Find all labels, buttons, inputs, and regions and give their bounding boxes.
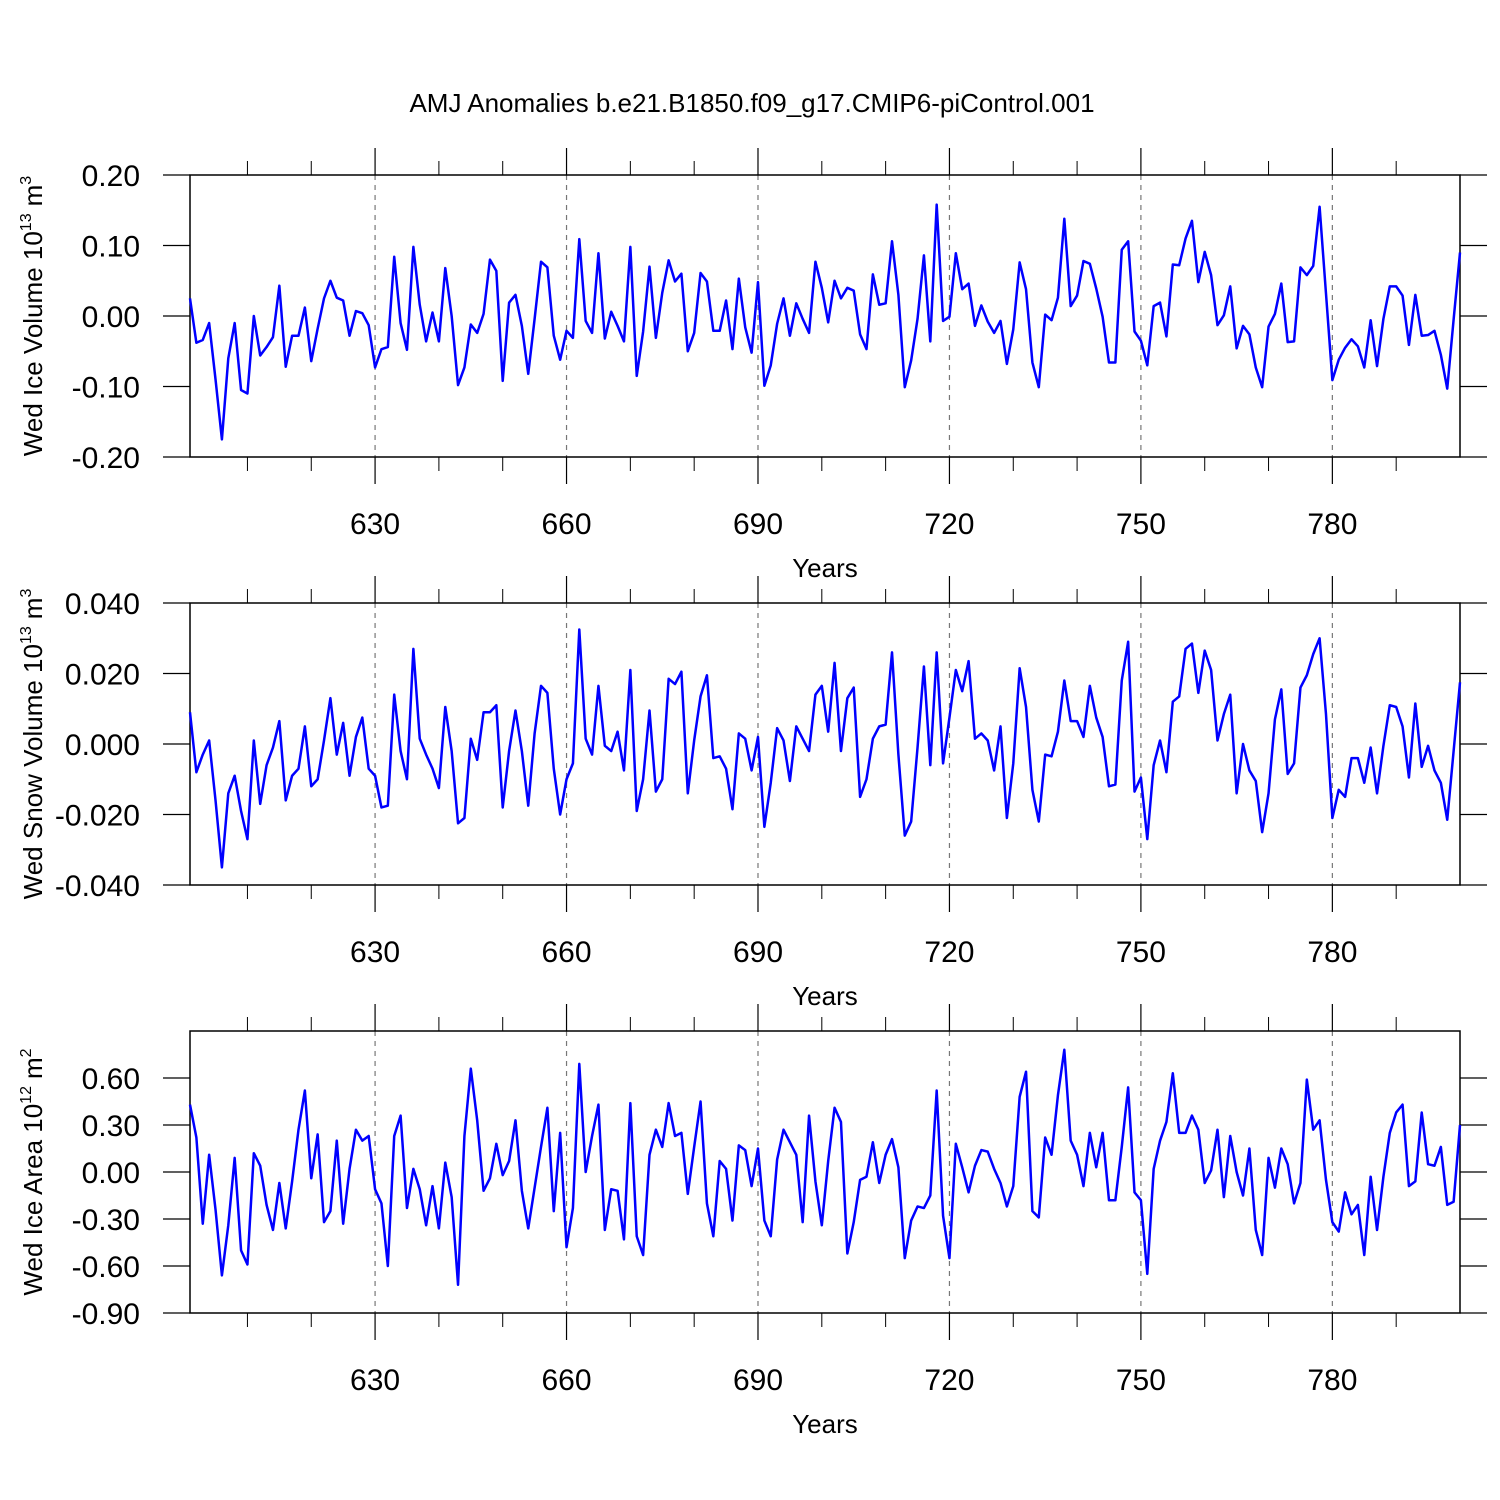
y-tick-label: -0.30: [72, 1204, 140, 1237]
y-tick-label: 0.00: [82, 301, 140, 334]
y-tick-label: 0.60: [82, 1063, 140, 1096]
y-axis-label-base: Wed Ice Volume 10: [18, 231, 48, 456]
y-tick-label: -0.040: [55, 870, 140, 903]
y-tick-label: -0.90: [72, 1298, 140, 1331]
y-axis-label-unit-power: 3: [18, 176, 35, 185]
x-tick-label: 720: [924, 508, 974, 541]
x-tick-label: 750: [1116, 508, 1166, 541]
chart-title: AMJ Anomalies b.e21.B1850.f09_g17.CMIP6-…: [409, 88, 1094, 118]
y-tick-label: 0.00: [82, 1157, 140, 1190]
y-axis-label: Wed Ice Area 1012 m2: [18, 1048, 48, 1295]
y-axis-label-unit-power: 3: [18, 589, 35, 598]
y-tick-label: 0.30: [82, 1110, 140, 1143]
y-axis-label-unit: m: [18, 1057, 48, 1079]
x-tick-label: 780: [1307, 1364, 1357, 1397]
x-tick-label: 630: [350, 936, 400, 969]
y-axis-label-base: Wed Ice Area 10: [18, 1104, 48, 1296]
y-axis-label: Wed Ice Volume 1013 m3: [18, 176, 48, 456]
y-axis-label: Wed Snow Volume 1013 m3: [18, 589, 48, 900]
x-tick-label: 750: [1116, 1364, 1166, 1397]
y-tick-label: -0.020: [55, 800, 140, 833]
y-axis-label-base: Wed Snow Volume 10: [18, 644, 48, 899]
y-axis-label-power: 13: [18, 626, 35, 644]
y-tick-label: -0.60: [72, 1251, 140, 1284]
y-axis-label-power: 12: [18, 1086, 35, 1104]
plot-frame: [189, 174, 1461, 458]
y-tick-label: -0.10: [72, 372, 140, 405]
y-axis-label-unit: m: [18, 185, 48, 207]
x-axis-label: Years: [792, 553, 858, 583]
y-tick-label: 0.10: [82, 231, 140, 264]
plot-frame: [189, 1030, 1461, 1314]
data-line: [188, 1048, 1462, 1287]
x-tick-label: 660: [542, 1364, 592, 1397]
x-tick-label: 720: [924, 1364, 974, 1397]
y-axis-label-power: 13: [18, 213, 35, 231]
x-tick-label: 780: [1307, 936, 1357, 969]
x-tick-label: 720: [924, 936, 974, 969]
x-tick-label: 750: [1116, 936, 1166, 969]
data-line: [188, 203, 1462, 441]
data-line: [188, 628, 1462, 869]
plot-frame: [189, 602, 1461, 886]
y-tick-label: -0.20: [72, 442, 140, 475]
x-tick-label: 690: [733, 1364, 783, 1397]
x-tick-label: 630: [350, 508, 400, 541]
x-tick-label: 780: [1307, 508, 1357, 541]
y-tick-label: 0.20: [82, 160, 140, 193]
x-tick-label: 630: [350, 1364, 400, 1397]
y-tick-label: 0.040: [65, 588, 140, 621]
x-tick-label: 660: [542, 508, 592, 541]
y-axis-label-unit: m: [18, 598, 48, 620]
x-tick-label: 690: [733, 936, 783, 969]
x-axis-label: Years: [792, 981, 858, 1011]
x-tick-label: 690: [733, 508, 783, 541]
y-tick-label: 0.000: [65, 729, 140, 762]
y-tick-label: 0.020: [65, 659, 140, 692]
x-axis-label: Years: [792, 1409, 858, 1439]
y-axis-label-unit-power: 2: [18, 1048, 35, 1057]
x-tick-label: 660: [542, 936, 592, 969]
